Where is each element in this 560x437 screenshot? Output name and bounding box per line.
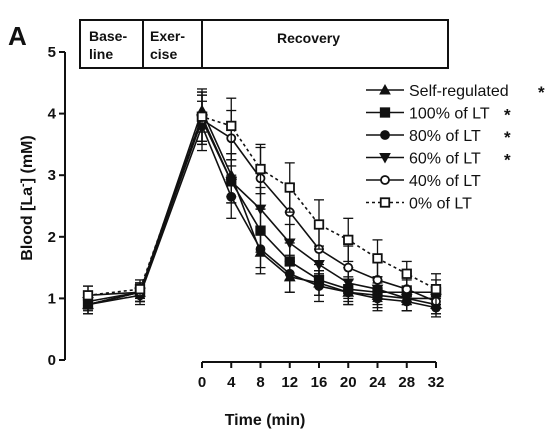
data-point [255, 163, 266, 175]
y-tick-label: 5 [48, 44, 56, 61]
data-point [372, 253, 383, 264]
phase-box-baseline [79, 19, 144, 69]
data-point [82, 290, 94, 301]
y-tick-label: 4 [48, 106, 57, 123]
phase-bar: Base- line Exer- cise Recovery [79, 19, 449, 69]
data-point [134, 284, 146, 295]
data-point [343, 262, 354, 273]
legend-marker [379, 83, 391, 95]
y-tick-label: 2 [48, 229, 56, 246]
data-point [313, 219, 325, 230]
x-tick-label: 4 [227, 374, 236, 391]
data-point [430, 284, 442, 295]
phase-recovery-label: Recovery [277, 30, 340, 46]
legend-marker [380, 130, 390, 140]
legend: Self-regulated *100% of LT *80% of LT *60% … [366, 83, 545, 213]
series-5 [82, 91, 442, 306]
y-tick-label: 0 [48, 352, 56, 369]
x-tick-label: 20 [340, 374, 357, 391]
phase-baseline-line2: line [89, 46, 113, 62]
legend-significance-star: * [538, 83, 545, 102]
y-tick-label: 1 [48, 290, 56, 307]
legend-label: 0% of LT [409, 196, 472, 213]
x-tick-label: 32 [428, 374, 445, 391]
data-point [196, 111, 208, 122]
legend-item-0: Self-regulated * [366, 83, 545, 102]
legend-marker [379, 197, 391, 208]
legend-marker [379, 107, 391, 118]
legend-label: Self-regulated [409, 83, 509, 100]
x-tick-label: 16 [311, 374, 328, 391]
legend-item-1: 100% of LT * [366, 106, 511, 125]
data-point [225, 176, 238, 188]
legend-item-5: 0% of LT [366, 196, 472, 213]
legend-item-4: 40% of LT [366, 173, 481, 190]
legend-significance-star: * [504, 106, 511, 125]
x-tick-label: 12 [281, 374, 298, 391]
legend-item-2: 80% of LT * [366, 128, 511, 147]
phase-exercise-line1: Exer- [150, 28, 185, 44]
x-tick-label: 24 [369, 374, 386, 391]
data-point [284, 182, 295, 193]
legend-item-3: 60% of LT * [366, 151, 511, 170]
legend-label: 60% of LT [409, 151, 481, 168]
legend-significance-star: * [504, 128, 511, 147]
data-point [284, 268, 295, 279]
series-line [87, 115, 437, 297]
legend-marker [379, 153, 391, 164]
y-tick-label: 3 [48, 167, 56, 184]
legend-label: 40% of LT [409, 173, 481, 190]
legend-label: 100% of LT [409, 106, 490, 123]
x-tick-label: 0 [198, 374, 206, 391]
legend-significance-star: * [504, 151, 511, 170]
phase-exercise-line2: cise [150, 46, 177, 62]
data-point [401, 268, 412, 279]
legend-marker [380, 175, 390, 185]
legend-label: 80% of LT [409, 128, 481, 145]
phase-box-exercise [142, 19, 203, 69]
x-tick-label: 28 [398, 374, 415, 391]
x-tick-label: 8 [256, 374, 264, 391]
series-layer [82, 88, 442, 318]
phase-baseline-line1: Base- [89, 28, 127, 44]
data-point [343, 234, 354, 246]
y-axis-label: Blood [La-] (mM) [17, 135, 36, 260]
phase-box-recovery [201, 19, 449, 69]
x-axis-label: Time (min) [225, 412, 306, 429]
data-point [226, 120, 237, 132]
panel-label: A [8, 21, 27, 51]
data-point [255, 244, 266, 255]
